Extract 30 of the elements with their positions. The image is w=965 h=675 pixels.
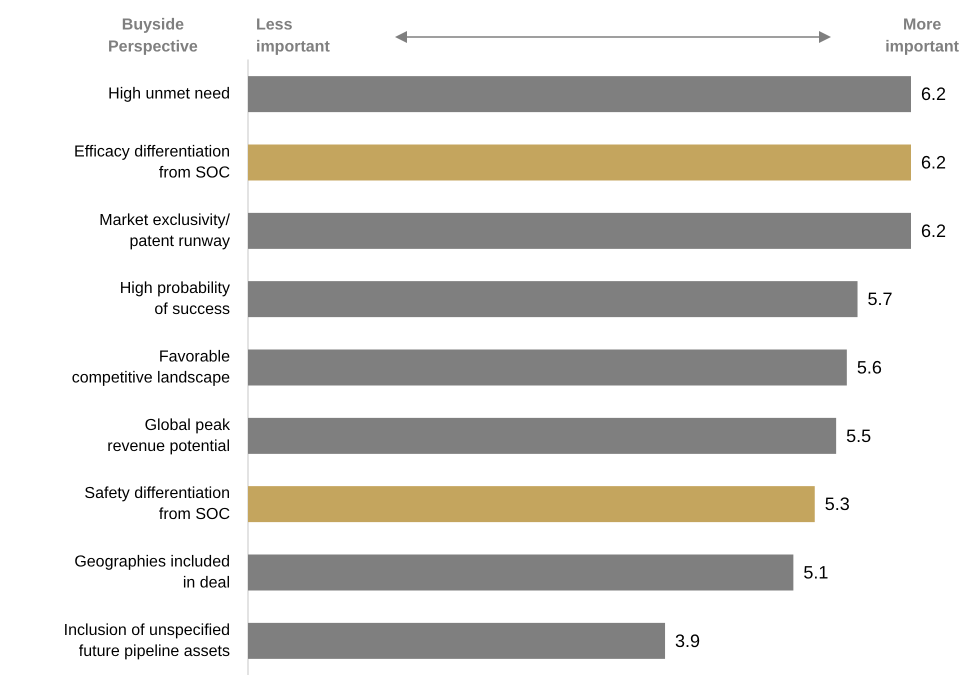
data-label: 5.7	[868, 289, 893, 310]
data-label: 5.3	[824, 494, 850, 514]
bar	[248, 281, 858, 318]
data-label: 3.9	[675, 630, 700, 651]
bar	[248, 486, 815, 522]
bar	[248, 350, 847, 386]
y-tick-label: Safety differentiation from SOC	[84, 485, 230, 524]
y-tick-label: Inclusion of unspecified future pipeline assets	[64, 622, 230, 660]
bar	[248, 554, 794, 590]
data-label: 5.1	[803, 562, 828, 582]
y-tick-label: High unmet need	[108, 86, 230, 103]
y-tick-label: High probability of success	[120, 280, 230, 318]
data-label: 6.2	[921, 152, 946, 172]
bar	[248, 418, 836, 454]
y-tick-label: Market exclusivity/ patent runway	[99, 212, 231, 250]
bar	[248, 144, 911, 180]
text: More important	[885, 16, 960, 56]
bar	[248, 212, 911, 249]
text: Less important	[256, 16, 330, 56]
y-tick-label: Geographies included in deal	[74, 554, 230, 592]
data-label: 5.5	[846, 426, 872, 446]
bar	[248, 622, 666, 659]
data-label: 5.6	[856, 358, 882, 378]
y-tick-label: Global peak revenue potential	[107, 416, 231, 455]
bar	[248, 76, 911, 112]
y-axis-title: Buyside Perspective	[108, 16, 198, 56]
data-label: 6.2	[921, 220, 946, 241]
y-tick-label: Efficacy differentiation from SOC	[74, 144, 230, 182]
data-label: 6.2	[921, 84, 946, 104]
y-tick-label: Favorable competitive landscape	[72, 348, 230, 386]
